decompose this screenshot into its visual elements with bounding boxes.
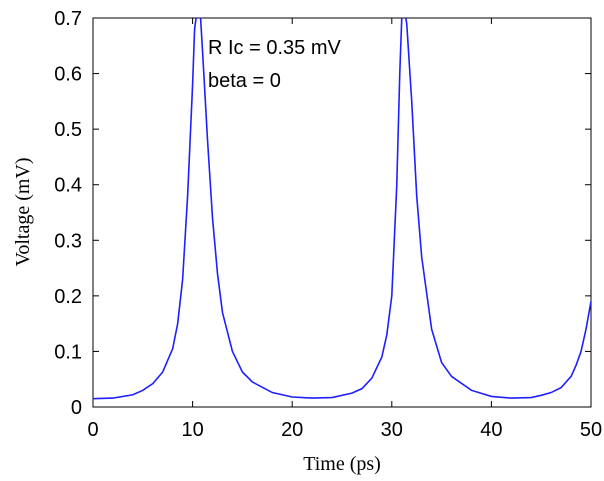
y-tick-label: 0.2	[54, 286, 82, 308]
y-tick-label: 0.4	[54, 175, 82, 197]
y-axis: 0 0.1 0.2 0.3 0.4 0.5 0.6 0.7	[54, 8, 591, 419]
x-tick-label: 20	[281, 419, 303, 441]
x-tick-label: 40	[480, 419, 502, 441]
voltage-series-line	[93, 18, 591, 400]
y-tick-label: 0	[71, 397, 82, 419]
y-tick-label: 0.5	[54, 119, 82, 141]
y-tick-label: 0.7	[54, 8, 82, 30]
x-axis-label: Time (ps)	[303, 453, 381, 475]
x-tick-label: 30	[381, 419, 403, 441]
x-axis: 0 10 20 30 40 50	[87, 18, 602, 441]
y-axis-label: Voltage (mV)	[12, 157, 34, 266]
annotation-ric: R Ic = 0.35 mV	[208, 37, 341, 59]
annotation-beta: beta = 0	[208, 70, 281, 92]
x-tick-label: 0	[87, 419, 98, 441]
y-tick-label: 0.1	[54, 341, 82, 363]
x-tick-label: 10	[181, 419, 203, 441]
y-tick-label: 0.3	[54, 230, 82, 252]
y-tick-label: 0.6	[54, 64, 82, 86]
x-tick-label: 50	[580, 419, 602, 441]
plot-area	[92, 17, 592, 408]
